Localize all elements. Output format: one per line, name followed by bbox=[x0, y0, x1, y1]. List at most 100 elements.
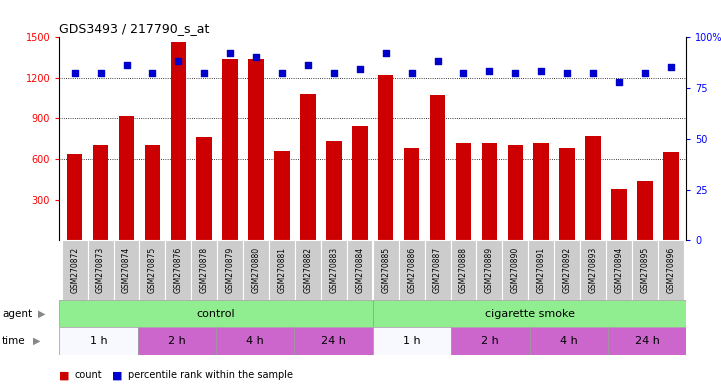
Text: ▶: ▶ bbox=[33, 336, 40, 346]
Text: GSM270879: GSM270879 bbox=[226, 247, 235, 293]
Point bbox=[198, 70, 210, 76]
Point bbox=[536, 68, 547, 74]
Bar bbox=[248, 59, 264, 240]
Point bbox=[172, 58, 184, 65]
Bar bbox=[534, 143, 549, 240]
Point bbox=[432, 58, 443, 65]
Point bbox=[484, 68, 495, 74]
Text: GSM270876: GSM270876 bbox=[174, 247, 183, 293]
Text: 24 h: 24 h bbox=[634, 336, 660, 346]
Text: GSM270882: GSM270882 bbox=[304, 247, 312, 293]
Text: 1 h: 1 h bbox=[403, 336, 421, 346]
Bar bbox=[243, 240, 269, 300]
Text: GSM270880: GSM270880 bbox=[252, 247, 260, 293]
Bar bbox=[59, 300, 373, 327]
Text: GSM270883: GSM270883 bbox=[329, 247, 338, 293]
Bar bbox=[451, 327, 529, 355]
Bar bbox=[138, 327, 216, 355]
Bar bbox=[559, 148, 575, 240]
Point bbox=[69, 70, 81, 76]
Bar bbox=[216, 327, 294, 355]
Bar bbox=[430, 95, 446, 240]
Text: GSM270887: GSM270887 bbox=[433, 247, 442, 293]
Bar bbox=[88, 240, 113, 300]
Bar bbox=[347, 240, 373, 300]
Text: agent: agent bbox=[2, 309, 32, 319]
Text: GSM270878: GSM270878 bbox=[200, 247, 209, 293]
Bar bbox=[373, 240, 399, 300]
Point bbox=[146, 70, 158, 76]
Bar bbox=[658, 240, 684, 300]
Text: 24 h: 24 h bbox=[321, 336, 346, 346]
Point bbox=[510, 70, 521, 76]
Point bbox=[328, 70, 340, 76]
Bar bbox=[503, 240, 528, 300]
Point bbox=[95, 70, 107, 76]
Bar bbox=[197, 137, 212, 240]
Bar bbox=[222, 59, 238, 240]
Text: control: control bbox=[197, 309, 235, 319]
Text: time: time bbox=[2, 336, 26, 346]
Bar bbox=[632, 240, 658, 300]
Bar bbox=[663, 152, 678, 240]
Text: GDS3493 / 217790_s_at: GDS3493 / 217790_s_at bbox=[59, 22, 210, 35]
Text: GSM270872: GSM270872 bbox=[70, 247, 79, 293]
Text: GSM270888: GSM270888 bbox=[459, 247, 468, 293]
Bar bbox=[528, 240, 554, 300]
Bar bbox=[59, 327, 138, 355]
Bar bbox=[611, 189, 627, 240]
Text: GSM270894: GSM270894 bbox=[614, 247, 624, 293]
Bar bbox=[378, 75, 394, 240]
Point bbox=[380, 50, 392, 56]
Bar bbox=[165, 240, 191, 300]
Bar bbox=[580, 240, 606, 300]
Text: ▶: ▶ bbox=[37, 309, 45, 319]
Bar bbox=[295, 240, 321, 300]
Text: GSM270891: GSM270891 bbox=[536, 247, 546, 293]
Point bbox=[665, 65, 676, 71]
Text: ■: ■ bbox=[59, 370, 70, 380]
Bar bbox=[294, 327, 373, 355]
Point bbox=[302, 62, 314, 68]
Bar bbox=[93, 146, 108, 240]
Bar bbox=[145, 146, 160, 240]
Text: GSM270893: GSM270893 bbox=[588, 247, 598, 293]
Bar bbox=[482, 143, 497, 240]
Bar bbox=[62, 240, 88, 300]
Bar bbox=[637, 181, 653, 240]
Bar bbox=[404, 148, 420, 240]
Bar bbox=[608, 327, 686, 355]
Bar bbox=[425, 240, 451, 300]
Bar bbox=[373, 300, 686, 327]
Bar bbox=[274, 151, 290, 240]
Bar bbox=[217, 240, 243, 300]
Point bbox=[562, 70, 573, 76]
Point bbox=[588, 70, 599, 76]
Text: GSM270886: GSM270886 bbox=[407, 247, 416, 293]
Text: 2 h: 2 h bbox=[482, 336, 499, 346]
Bar bbox=[477, 240, 503, 300]
Bar bbox=[451, 240, 477, 300]
Point bbox=[120, 62, 132, 68]
Point bbox=[614, 79, 625, 85]
Text: GSM270889: GSM270889 bbox=[485, 247, 494, 293]
Text: ■: ■ bbox=[112, 370, 123, 380]
Text: 4 h: 4 h bbox=[247, 336, 264, 346]
Text: GSM270895: GSM270895 bbox=[640, 247, 650, 293]
Bar bbox=[606, 240, 632, 300]
Bar bbox=[529, 327, 608, 355]
Point bbox=[458, 70, 469, 76]
Text: GSM270881: GSM270881 bbox=[278, 247, 286, 293]
Bar bbox=[456, 143, 472, 240]
Text: GSM270885: GSM270885 bbox=[381, 247, 390, 293]
Text: cigarette smoke: cigarette smoke bbox=[485, 309, 575, 319]
Bar bbox=[326, 141, 342, 240]
Bar bbox=[139, 240, 165, 300]
Text: GSM270875: GSM270875 bbox=[148, 247, 157, 293]
Point bbox=[406, 70, 417, 76]
Point bbox=[224, 50, 236, 56]
Point bbox=[276, 70, 288, 76]
Bar bbox=[119, 116, 134, 240]
Bar bbox=[352, 126, 368, 240]
Text: 1 h: 1 h bbox=[89, 336, 107, 346]
